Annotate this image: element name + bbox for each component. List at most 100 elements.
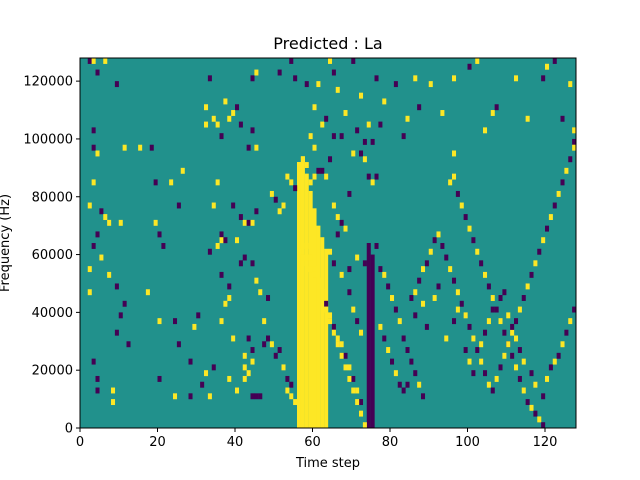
heatmap-cell [91, 127, 96, 134]
heatmap-cell [316, 283, 321, 290]
heatmap-cell [227, 295, 232, 301]
heatmap-cell [467, 63, 472, 70]
y-tick-label: 60000 [32, 248, 73, 263]
heatmap-cell [250, 127, 255, 134]
heatmap-cell [215, 243, 220, 249]
heatmap-cell [304, 81, 309, 88]
heatmap-cell [510, 352, 515, 359]
heatmap-cell [490, 295, 495, 301]
heatmap-cell [525, 115, 530, 122]
x-tick-label: 20 [149, 435, 166, 450]
heatmap-cell [413, 75, 418, 82]
heatmap-cell [328, 156, 333, 163]
heatmap-cell [254, 277, 259, 284]
heatmap-cell [517, 375, 522, 382]
heatmap-cell [432, 237, 437, 244]
heatmap-cell [514, 364, 519, 371]
heatmap-cell [517, 347, 522, 353]
heatmap-cell [95, 150, 100, 157]
heatmap-cell [269, 341, 274, 348]
heatmap-cell [421, 266, 426, 273]
heatmap-cell [331, 323, 336, 330]
heatmap-cell [514, 335, 519, 342]
heatmap-cell [111, 399, 116, 406]
heatmap-cell [343, 110, 348, 116]
heatmap-cell [397, 318, 402, 325]
x-tick-label: 120 [533, 435, 558, 450]
heatmap-cell [413, 370, 418, 377]
heatmap-cell [548, 364, 553, 371]
heatmap-cell [374, 173, 379, 180]
heatmap-cell [91, 144, 96, 151]
heatmap-cell [347, 375, 352, 382]
heatmap-cell [289, 381, 294, 388]
heatmap-cell [432, 295, 437, 301]
heatmap-cell [471, 370, 476, 377]
heatmap-cell [250, 358, 255, 365]
heatmap-cell [273, 196, 278, 203]
heatmap-cell [250, 260, 255, 267]
heatmap-cell [204, 104, 209, 111]
heatmap-cell [107, 219, 112, 226]
heatmap-cell [459, 202, 464, 209]
heatmap-cell [297, 248, 302, 255]
heatmap-run [300, 156, 305, 429]
heatmap-cell [188, 358, 193, 365]
heatmap-cell [483, 329, 488, 336]
heatmap-cell [463, 347, 468, 353]
heatmap-cell [521, 387, 526, 394]
heatmap-cell [122, 144, 127, 151]
heatmap-cell [258, 289, 263, 296]
heatmap-cell [312, 271, 317, 278]
heatmap-cell [211, 202, 216, 209]
heatmap-cell [235, 387, 240, 394]
heatmap-cell [560, 341, 565, 348]
heatmap-cell [227, 283, 232, 290]
heatmap-cell [289, 58, 294, 64]
x-tick-label: 0 [76, 435, 84, 450]
heatmap-cell [204, 121, 209, 128]
heatmap-cell [289, 393, 294, 400]
heatmap-cell [467, 225, 472, 232]
heatmap-cell [312, 104, 317, 111]
heatmap-cell [316, 81, 321, 88]
heatmap-cell [277, 69, 282, 76]
heatmap-cell [355, 127, 360, 134]
heatmap-cell [118, 219, 123, 226]
heatmap-cell [525, 283, 530, 290]
y-tick-label: 0 [65, 422, 73, 437]
heatmap-cell [250, 393, 255, 400]
heatmap-cell [343, 352, 348, 359]
heatmap-cell [351, 375, 356, 382]
heatmap-cell [359, 150, 364, 157]
heatmap-cell [293, 185, 298, 192]
heatmap-cell [300, 156, 305, 163]
heatmap-cell [95, 375, 100, 382]
heatmap-cell [572, 144, 577, 151]
heatmap-cell [552, 358, 557, 365]
heatmap-cell [463, 214, 468, 221]
heatmap-cell [223, 300, 228, 307]
heatmap-cell [95, 231, 100, 238]
heatmap-cell [401, 335, 406, 342]
heatmap-cell [91, 243, 96, 249]
heatmap-cell [254, 393, 259, 400]
heatmap-cell [366, 121, 371, 128]
heatmap-cell [382, 98, 387, 105]
x-tick-label: 100 [455, 435, 480, 450]
heatmap-cell [246, 219, 251, 226]
heatmap-cell [339, 352, 344, 359]
heatmap-cell [114, 283, 119, 290]
heatmap-cell [510, 329, 515, 336]
heatmap-cell [258, 393, 263, 400]
heatmap-cell [359, 410, 364, 417]
heatmap-cell [452, 150, 457, 157]
heatmap-cell [293, 75, 298, 82]
heatmap-cell [529, 370, 534, 377]
heatmap-cell [91, 179, 96, 186]
heatmap-cell [107, 271, 112, 278]
heatmap-cell [393, 370, 398, 377]
heatmap-cell [494, 375, 499, 382]
heatmap-cell [192, 323, 197, 330]
heatmap-cell [246, 335, 251, 342]
